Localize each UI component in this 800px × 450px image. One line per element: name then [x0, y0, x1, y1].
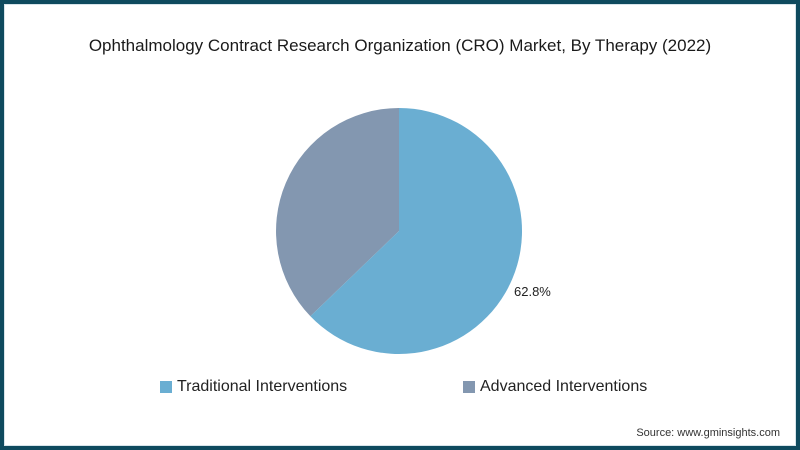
data-label-traditional: 62.8%	[514, 284, 551, 299]
source-note: Source: www.gminsights.com	[636, 427, 780, 439]
legend-item-advanced: Advanced Interventions	[463, 378, 647, 396]
slice-advanced-interventions	[276, 108, 399, 317]
chart-title: Ophthalmology Contract Research Organiza…	[88, 36, 712, 55]
slice-traditional-interventions	[310, 107, 523, 354]
legend-item-traditional: Traditional Interventions	[160, 378, 347, 396]
legend-label: Traditional Interventions	[177, 378, 348, 395]
legend-swatch-icon	[463, 381, 475, 393]
legend-label: Advanced Interventions	[480, 378, 648, 395]
legend-swatch-icon	[160, 381, 172, 393]
legend: Traditional Interventions Advanced Inter…	[0, 378, 800, 400]
